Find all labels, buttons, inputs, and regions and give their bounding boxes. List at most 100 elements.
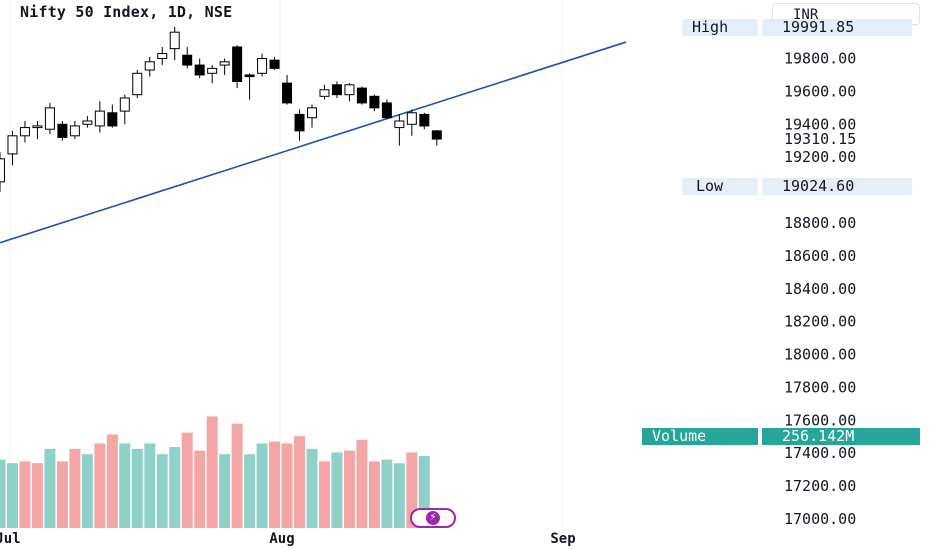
volume-bar [0,459,6,528]
volume-bar [356,439,368,528]
candle [0,152,5,192]
price-tick-label: 19800.00 [784,50,856,68]
candle-body-up [207,67,218,74]
volume-bar [219,454,231,528]
candle [19,120,30,143]
candle [394,114,405,146]
high-value: 19991.85 [762,19,912,36]
candle-body-down [294,113,305,132]
volume-bar [144,443,156,528]
candle-body-up [19,127,30,137]
price-tick-label: 19200.00 [784,148,856,166]
candle [307,104,317,128]
candle-body-down [419,113,430,127]
candle [419,112,430,130]
volume-bar [368,461,380,528]
candle [431,130,442,146]
candle [406,109,417,136]
candle-body-up [144,61,155,71]
volume-bar [343,450,355,528]
candle [57,120,68,141]
volume-value: 256.142M [762,428,920,445]
candle-body-down [57,123,68,138]
volume-bar [169,447,181,528]
candle-body-up [307,107,317,119]
volume-bar [119,443,131,528]
volume-bar [44,448,56,528]
candle-body-up [0,158,5,183]
candle [257,53,268,77]
price-tick-label: 18000.00 [784,346,856,364]
candle-body-down [431,130,442,140]
current-price-label: 19310.15 [784,130,856,148]
price-tick-label: 18800.00 [784,214,856,232]
candle-body-down [331,84,342,96]
candle [169,26,180,61]
price-tick-label: 17800.00 [784,378,856,396]
candle-body-down [269,59,280,69]
candle [244,73,255,100]
candle-body-up [257,58,268,74]
candle [82,116,93,128]
date-tick-label: Sep [550,531,575,547]
candle-body-down [182,54,193,66]
candle-body-down [194,64,205,76]
volume-bar [406,452,418,528]
date-tick-label: Aug [269,531,294,547]
price-tick-label: 19400.00 [784,115,856,133]
candle [132,70,143,98]
lightning-icon: ⚡ [426,511,440,525]
candle-body-up [169,31,180,50]
candle [32,120,43,140]
candle-body-down [107,112,118,127]
volume-bar [6,463,18,528]
trendline[interactable] [0,41,627,244]
volume-bar [156,454,168,528]
volume-bar [56,461,68,528]
price-tick-label: 17400.00 [784,444,856,462]
candle [194,58,205,79]
price-tick-label: 17600.00 [784,411,856,429]
candle [94,101,105,133]
candle [232,45,243,89]
candle-body-up [7,135,18,155]
volume-bar [206,416,218,528]
candle-body-up [157,53,168,59]
candle-body-down [232,46,243,83]
volume-label: Volume [642,428,758,445]
candle [319,84,330,100]
date-tick-label: Jul [0,531,21,547]
volume-bar [31,463,43,528]
price-tick-label: 18600.00 [784,247,856,265]
quick-action-button[interactable]: ⚡ [410,508,456,528]
price-tick-label: 18200.00 [784,313,856,331]
candle [182,46,193,69]
volume-bar [69,448,81,528]
candle [207,65,218,84]
high-label: High [682,19,758,36]
candle-body-up [406,112,417,125]
candle [356,86,367,105]
candle [282,74,293,105]
candle-body-down [244,74,255,78]
candle-body-up [394,120,405,129]
candle [344,83,355,102]
low-value: 19024.60 [762,178,912,195]
candle-body-down [282,82,293,104]
candle-body-up [344,84,355,96]
candle-body-up [219,61,230,66]
volume-bar [294,436,306,528]
volume-bar [256,443,268,528]
candle-body-up [32,125,43,129]
candle-body-up [319,89,330,97]
volume-bar [381,459,393,528]
candle [369,94,380,112]
volume-bar [318,461,330,528]
candle-body-up [69,125,80,137]
volume-bar [194,450,206,528]
candle-body-down [381,102,392,119]
volume-bar [281,443,293,528]
candle [294,109,305,141]
candle-body-up [82,120,93,125]
